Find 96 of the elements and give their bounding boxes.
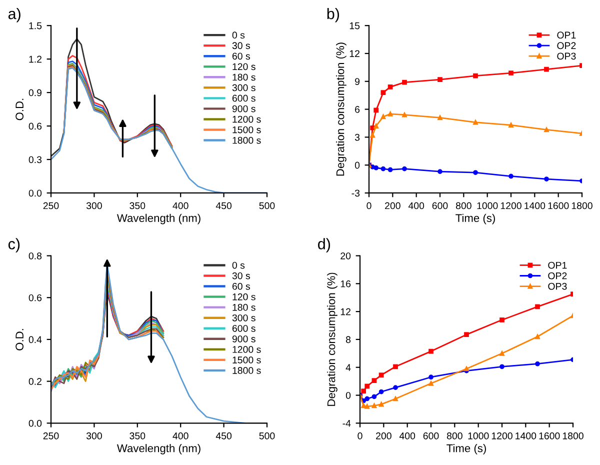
x-axis-title: Wavelength (nm) [116,444,200,454]
legend-label: 300 s [232,314,256,322]
x-tick-label: 350 [130,432,146,440]
chart-title: a) [8,8,20,22]
x-tick-label: 200 [385,202,400,210]
legend-label: 600 s [232,324,256,332]
y-tick-label: 1.2 [29,56,42,63]
x-tick-label: 600 [432,202,448,210]
x-tick-label: 450 [216,202,232,210]
y-tick-label: 0 [354,162,360,169]
legend-label: OP3 [557,52,576,60]
y-tick-label: 0.9 [28,89,42,96]
x-tick-label: 800 [446,432,462,440]
y-tick-label: -3 [352,190,360,197]
x-tick-label: 250 [43,202,59,210]
y-tick-label: 3 [354,134,360,141]
x-tick-label: 250 [43,432,59,440]
y-tick-label: -4 [342,420,351,427]
y-tick-label: 0.3 [28,156,42,164]
y-tick-label: 1.5 [29,22,42,30]
x-tick-label: 1400 [524,202,546,210]
y-tick-label: 0.4 [28,336,42,344]
x-tick-label: 200 [376,432,392,440]
y-tick-label: 0.6 [28,294,42,302]
x-tick-label: 300 [86,432,102,440]
legend-label: 30 s [232,42,250,50]
legend-label: 60 s [232,282,250,290]
legend-label: 60 s [232,52,250,60]
x-tick-label: 1400 [516,432,536,440]
y-tick-label: 8 [346,336,351,344]
legend-label: 180 s [232,304,256,311]
x-tick-label: 400 [399,432,416,440]
y-tick-label: 0.6 [28,122,42,130]
legend-label: 1800 s [232,136,261,144]
legend-label: 30 s [232,272,250,280]
x-tick-label: 1600 [548,202,569,210]
y-tick-label: 12 [350,50,360,57]
x-tick-label: 1800 [562,432,584,440]
y-tick-label: 15 [350,22,360,30]
y-tick-label: 0.0 [28,420,42,427]
x-tick-label: 1600 [539,432,560,440]
legend-label: 120 s [232,63,256,70]
legend-label: 1800 s [232,367,261,374]
x-tick-label: 300 [86,202,102,210]
y-tick-label: 0.8 [28,252,42,260]
x-tick-label: 400 [408,202,424,210]
y-tick-label: 12 [340,308,350,316]
x-tick-label: 1800 [572,202,592,210]
x-tick-label: 1200 [492,432,512,440]
y-tick-label: 9 [355,78,360,85]
legend-label: 900 s [232,105,256,112]
y-axis-title: Degration consumption (%) [336,42,346,176]
y-tick-label: 16 [340,280,351,288]
chart-title: c) [8,238,20,252]
y-tick-label: 20 [340,252,351,260]
chart-title: d) [318,238,330,252]
legend-label: OP3 [548,282,567,290]
x-axis-title: Wavelength (nm) [116,214,200,224]
x-tick-label: 450 [216,432,232,440]
x-tick-label: 500 [259,202,275,210]
legend-label: 1200 s [232,346,261,353]
x-tick-label: 1200 [500,202,522,210]
legend-label: 300 s [232,84,256,92]
chart-title: b) [327,8,340,22]
legend-label: 1500 s [232,126,261,134]
x-tick-label: 1000 [477,202,498,210]
x-tick-label: 1000 [468,432,489,440]
x-tick-label: 0 [366,202,372,210]
legend-label: 120 s [232,293,256,300]
legend-label: OP2 [557,42,576,50]
legend-label: OP2 [548,272,567,280]
y-tick-label: 4 [346,364,351,371]
x-tick-label: 400 [172,432,188,440]
y-axis-title: Degration consumption (%) [327,272,338,406]
legend-label: 1500 s [232,356,261,364]
y-axis-title: O.D. [16,98,24,120]
x-axis-title: Time (s) [446,444,486,454]
legend-label: 0 s [232,32,245,39]
x-tick-label: 400 [172,202,188,210]
legend-label: 900 s [232,335,256,342]
y-tick-label: 0.2 [28,378,42,385]
legend-label: 1200 s [232,116,261,123]
x-axis-title: Time (s) [456,214,495,224]
legend-label: OP1 [557,32,576,39]
y-axis-title: O.D. [16,329,24,350]
legend-label: 180 s [232,74,256,81]
legend-label: 600 s [232,94,256,102]
y-tick-label: 0.0 [28,190,42,197]
x-tick-label: 600 [423,432,439,440]
y-tick-label: 0 [346,392,351,399]
x-tick-label: 350 [130,202,146,210]
x-tick-label: 500 [259,432,275,440]
x-tick-label: 800 [456,202,472,210]
legend-label: 0 s [232,262,245,269]
y-tick-label: 6 [355,106,360,113]
legend-label: OP1 [548,262,567,269]
